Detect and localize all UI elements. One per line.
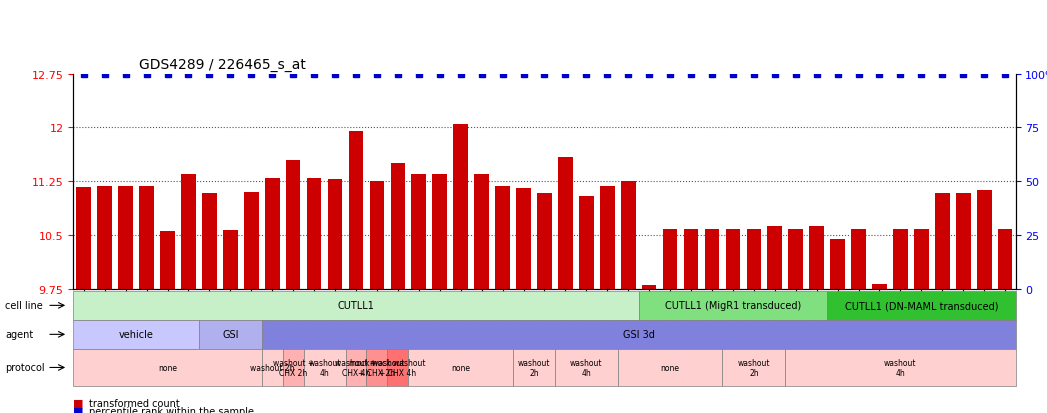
Text: none: none	[661, 363, 680, 372]
Bar	[621, 182, 636, 289]
Text: none: none	[451, 363, 470, 372]
Bar	[600, 187, 615, 289]
Bar	[97, 187, 112, 289]
Text: ■: ■	[73, 398, 84, 408]
Bar	[998, 230, 1012, 289]
Bar	[370, 182, 384, 289]
Bar	[684, 230, 698, 289]
Text: cell line: cell line	[5, 301, 43, 311]
Bar	[579, 196, 594, 289]
Text: percentile rank within the sample: percentile rank within the sample	[89, 406, 254, 413]
Bar	[642, 285, 656, 289]
Text: washout
2h: washout 2h	[517, 358, 551, 377]
Bar	[935, 194, 950, 289]
Bar	[474, 175, 489, 289]
Text: mock washout
+ CHX 4h: mock washout + CHX 4h	[370, 358, 426, 377]
Bar	[705, 230, 719, 289]
Bar	[663, 230, 677, 289]
Bar	[977, 191, 992, 289]
Bar	[893, 230, 908, 289]
Text: agent: agent	[5, 330, 34, 339]
Text: none: none	[158, 363, 177, 372]
Text: washout 2h: washout 2h	[250, 363, 294, 372]
Text: ■: ■	[73, 406, 84, 413]
Bar	[265, 178, 280, 289]
Bar	[495, 187, 510, 289]
Bar	[307, 178, 321, 289]
Text: CUTLL1 (MigR1 transduced): CUTLL1 (MigR1 transduced)	[665, 301, 801, 311]
Bar	[139, 187, 154, 289]
Text: washout +
CHX 2h: washout + CHX 2h	[272, 358, 314, 377]
Bar	[349, 132, 363, 289]
Text: GDS4289 / 226465_s_at: GDS4289 / 226465_s_at	[139, 58, 306, 72]
Bar	[244, 192, 259, 289]
Text: CUTLL1: CUTLL1	[337, 301, 375, 311]
Bar	[160, 231, 175, 289]
Text: washout +
CHX 4h: washout + CHX 4h	[335, 358, 377, 377]
Bar	[956, 194, 971, 289]
Bar	[872, 284, 887, 289]
Bar	[328, 180, 342, 289]
Text: CUTLL1 (DN-MAML transduced): CUTLL1 (DN-MAML transduced)	[845, 301, 998, 311]
Text: washout
4h: washout 4h	[308, 358, 341, 377]
Bar	[118, 187, 133, 289]
Bar	[181, 175, 196, 289]
Text: vehicle: vehicle	[118, 330, 154, 339]
Bar	[223, 230, 238, 289]
Bar	[851, 230, 866, 289]
Bar	[202, 194, 217, 289]
Text: mock washout
+ CHX 2h: mock washout + CHX 2h	[349, 358, 405, 377]
Text: washout
4h: washout 4h	[884, 358, 917, 377]
Text: GSI: GSI	[222, 330, 239, 339]
Text: washout
2h: washout 2h	[737, 358, 771, 377]
Bar	[726, 230, 740, 289]
Bar	[537, 194, 552, 289]
Bar	[558, 158, 573, 289]
Bar	[788, 230, 803, 289]
Bar	[809, 227, 824, 289]
Bar	[391, 164, 405, 289]
Bar	[767, 227, 782, 289]
Text: washout
4h: washout 4h	[570, 358, 603, 377]
Bar	[914, 230, 929, 289]
Bar	[453, 124, 468, 289]
Bar	[516, 189, 531, 289]
Bar	[76, 188, 91, 289]
Bar	[830, 239, 845, 289]
Text: GSI 3d: GSI 3d	[623, 330, 654, 339]
Text: transformed count: transformed count	[89, 398, 180, 408]
Bar	[411, 175, 426, 289]
Bar	[432, 175, 447, 289]
Bar	[286, 160, 300, 289]
Bar	[747, 230, 761, 289]
Text: protocol: protocol	[5, 363, 45, 373]
